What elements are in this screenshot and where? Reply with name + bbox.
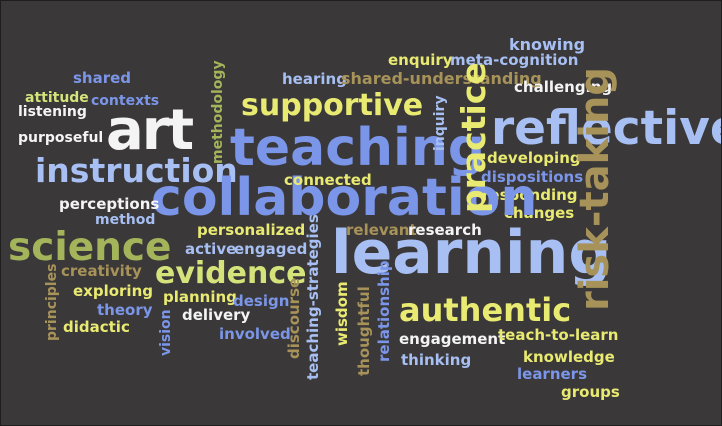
word-science: science xyxy=(8,225,172,270)
word-design: design xyxy=(233,292,290,310)
word-relationship: relationship xyxy=(375,260,393,362)
word-methodology: methodology xyxy=(210,60,226,164)
word-principles: principles xyxy=(44,263,60,341)
word-collaboration: collaboration xyxy=(151,168,538,228)
word-changes: changes xyxy=(504,204,575,222)
word-perceptions: perceptions xyxy=(59,195,160,213)
word-learning: learning xyxy=(331,218,612,288)
word-purposeful: purposeful xyxy=(18,130,104,146)
word-didactic: didactic xyxy=(63,318,130,336)
word-thoughtful: thoughtful xyxy=(355,286,373,376)
word-relevant: relevant xyxy=(346,221,417,239)
word-enquiry: enquiry xyxy=(388,51,453,69)
word-knowledge: knowledge xyxy=(523,348,615,366)
word-hearing: hearing xyxy=(282,70,347,88)
word-discourse: discourse xyxy=(285,277,303,359)
word-delivery: delivery xyxy=(182,306,251,324)
word-connected: connected xyxy=(284,171,372,189)
word-dispositions: dispositions xyxy=(481,168,584,186)
word-teach-to-learn: teach-to-learn xyxy=(498,326,619,344)
word-thinking: thinking xyxy=(401,351,472,369)
word-challenging: challenging xyxy=(514,78,613,96)
word-instruction: instruction xyxy=(35,151,238,190)
word-knowing: knowing xyxy=(509,35,586,54)
word-exploring: exploring xyxy=(73,282,153,300)
word-meta-cognition: meta-cognition xyxy=(450,51,579,69)
word-teaching-strategies: teaching-strategies xyxy=(304,214,322,380)
word-listening: listening xyxy=(18,104,87,120)
word-creativity: creativity xyxy=(61,262,142,280)
word-supportive: supportive xyxy=(241,88,424,123)
word-wisdom: wisdom xyxy=(333,281,351,346)
word-vision: vision xyxy=(158,309,174,356)
word-art: art xyxy=(106,98,194,163)
word-engaged: engaged xyxy=(234,240,308,258)
word-active: active xyxy=(185,240,237,258)
word-shared-understanding: shared-understanding xyxy=(341,69,542,88)
word-practice: practice xyxy=(454,62,493,213)
word-shared: shared xyxy=(73,69,132,87)
word-contexts: contexts xyxy=(91,93,160,109)
word-method: method xyxy=(95,212,156,228)
word-attitude: attitude xyxy=(25,90,89,106)
word-theory: theory xyxy=(97,301,153,319)
word-developing: developing xyxy=(487,149,581,167)
word-engagement: engagement xyxy=(399,330,506,348)
word-research: research xyxy=(408,221,482,239)
word-responding: responding xyxy=(482,186,578,204)
word-learners: learners xyxy=(517,365,588,383)
word-evidence: evidence xyxy=(155,256,307,291)
word-teaching: teaching xyxy=(230,118,486,178)
word-planning: planning xyxy=(163,288,237,306)
word-risk-taking: risk-taking xyxy=(572,67,618,311)
word-personalized: personalized xyxy=(197,221,306,239)
word-reflective: reflective xyxy=(491,101,722,156)
word-inquiry: inquiry xyxy=(432,95,448,151)
word-involved: involved xyxy=(219,325,291,343)
word-authentic: authentic xyxy=(399,291,572,329)
word-groups: groups xyxy=(561,383,620,401)
